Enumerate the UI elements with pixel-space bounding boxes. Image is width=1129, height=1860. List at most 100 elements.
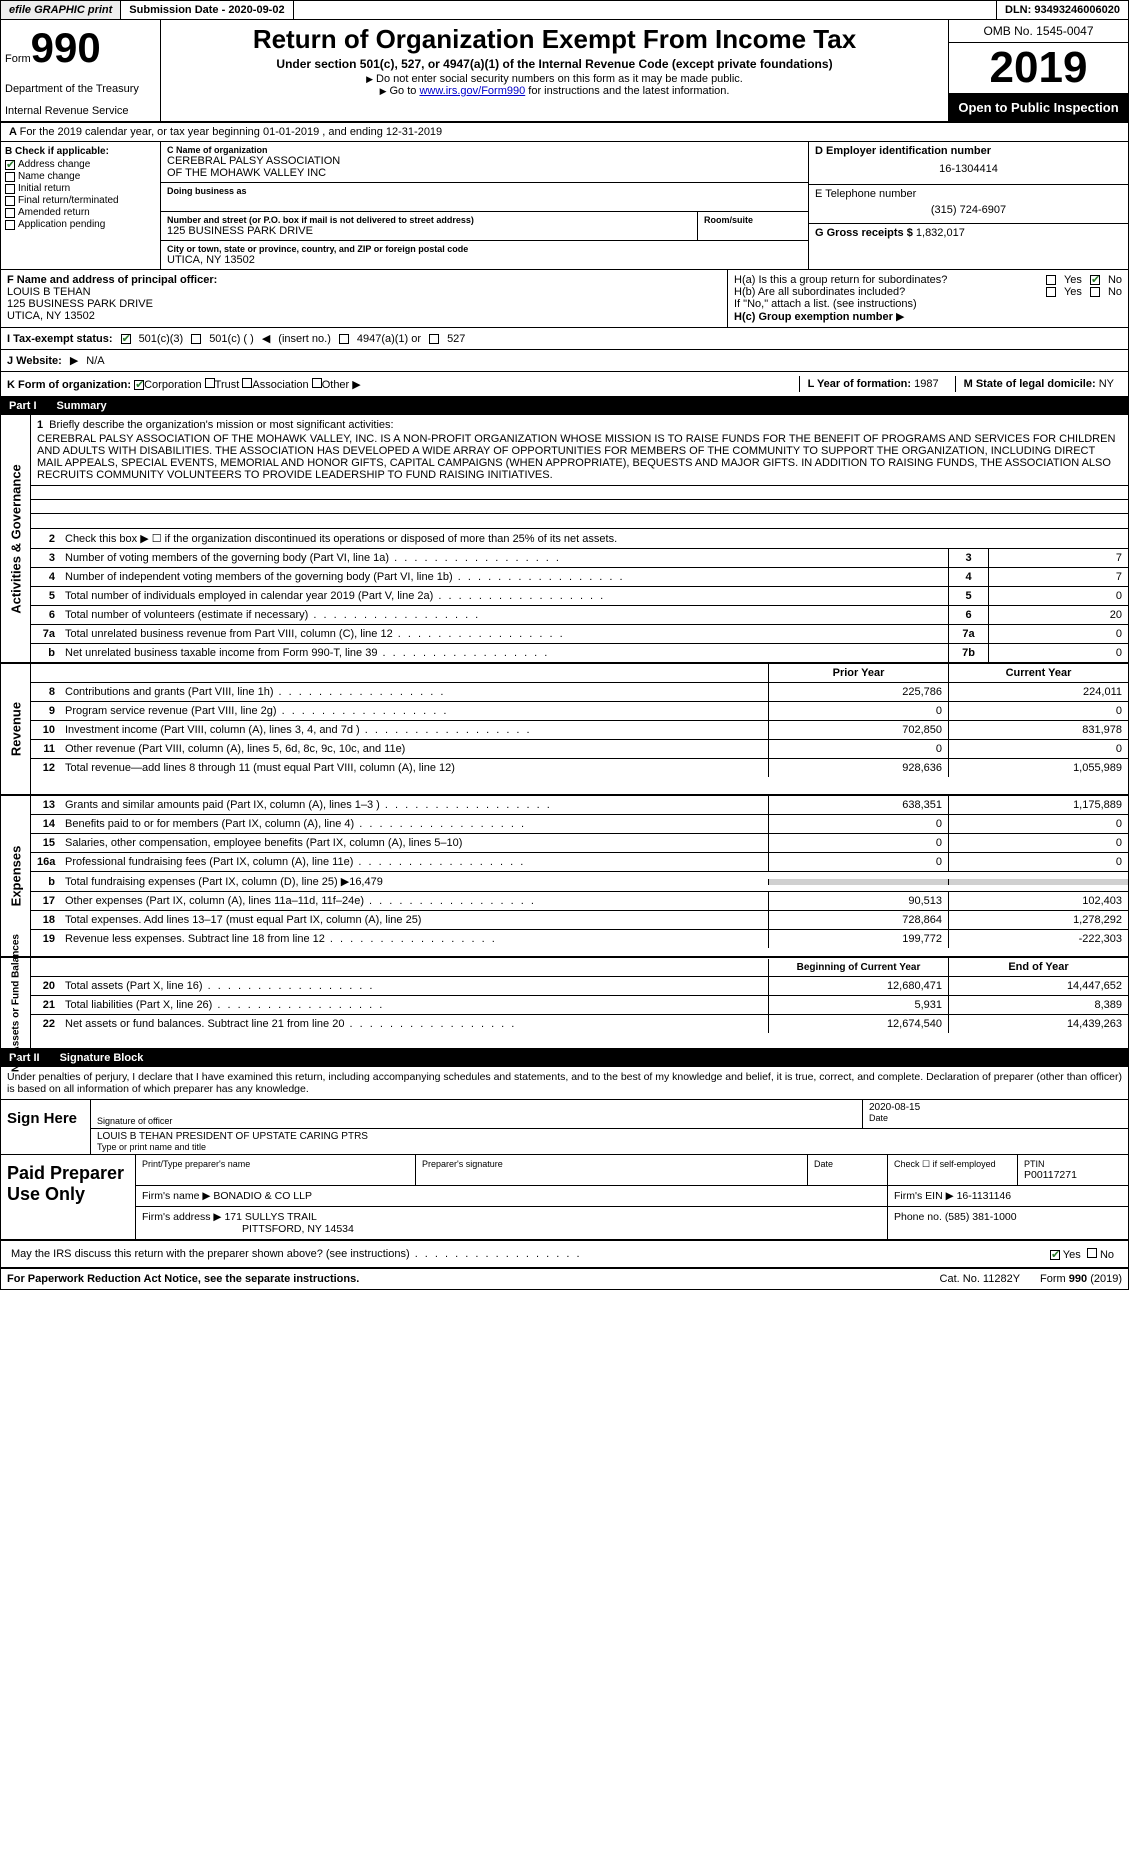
- room-label: Room/suite: [704, 215, 802, 225]
- form-title: Return of Organization Exempt From Incom…: [169, 24, 940, 55]
- form-label: Form990: [5, 24, 156, 72]
- ha-no[interactable]: [1090, 275, 1100, 285]
- section-j: J Website: ▶ N/A: [1, 350, 1128, 372]
- dba-label: Doing business as: [167, 186, 802, 196]
- net-assets-section: Net Assets or Fund Balances Beginning of…: [1, 956, 1128, 1049]
- line-3: 3Number of voting members of the governi…: [31, 548, 1128, 567]
- line-7b: bNet unrelated business taxable income f…: [31, 643, 1128, 662]
- city-state-zip: UTICA, NY 13502: [167, 254, 802, 266]
- instructions-link-row: Go to www.irs.gov/Form990 for instructio…: [169, 85, 940, 97]
- hb-no[interactable]: [1090, 287, 1100, 297]
- activities-governance: Activities & Governance 1Briefly describ…: [1, 415, 1128, 664]
- instructions-link[interactable]: www.irs.gov/Form990: [419, 85, 525, 97]
- gross-receipts: 1,832,017: [916, 227, 965, 239]
- header: Form990 Department of the Treasury Inter…: [1, 20, 1128, 123]
- j-label: J Website:: [7, 355, 62, 367]
- line-16b: bTotal fundraising expenses (Part IX, co…: [31, 871, 1128, 891]
- ha-label: H(a) Is this a group return for subordin…: [734, 274, 947, 286]
- state-domicile: NY: [1099, 378, 1114, 390]
- hb-yes[interactable]: [1046, 287, 1056, 297]
- sections-b-to-g: B Check if applicable: Address change Na…: [1, 142, 1128, 270]
- paid-preparer-label: Paid Preparer Use Only: [1, 1155, 136, 1239]
- pt-date-label: Date: [814, 1159, 881, 1169]
- dept-treasury: Department of the Treasury: [5, 83, 156, 95]
- chk-initial-return[interactable]: [5, 184, 15, 194]
- row-a-tax-year: A For the 2019 calendar year, or tax yea…: [1, 123, 1128, 142]
- website: N/A: [86, 355, 104, 367]
- irs-label: Internal Revenue Service: [5, 105, 156, 117]
- org-name-1: CEREBRAL PALSY ASSOCIATION: [167, 155, 802, 167]
- line-9: 9Program service revenue (Part VIII, lin…: [31, 701, 1128, 720]
- efile-print-button[interactable]: efile GRAPHIC print: [1, 1, 121, 19]
- line-17: 17Other expenses (Part IX, column (A), l…: [31, 891, 1128, 910]
- chk-amended-return[interactable]: [5, 208, 15, 218]
- sign-here-row: Sign Here Signature of officer 2020-08-1…: [1, 1100, 1128, 1155]
- street-address: 125 BUSINESS PARK DRIVE: [167, 225, 691, 237]
- ptin-label: PTIN: [1024, 1159, 1122, 1169]
- self-employed-check: Check ☐ if self-employed: [888, 1155, 1018, 1185]
- chk-4947[interactable]: [339, 334, 349, 344]
- chk-527[interactable]: [429, 334, 439, 344]
- blank-line: [31, 500, 1128, 514]
- ha-yes[interactable]: [1046, 275, 1056, 285]
- e-label: E Telephone number: [815, 188, 1122, 200]
- b-label: B Check if applicable:: [5, 146, 156, 157]
- hb-label: H(b) Are all subordinates included?: [734, 286, 905, 298]
- officer-addr1: 125 BUSINESS PARK DRIVE: [7, 298, 721, 310]
- firm-addr1: 171 SULLYS TRAIL: [224, 1211, 316, 1223]
- l-label: L Year of formation:: [808, 378, 912, 390]
- m-label: M State of legal domicile:: [964, 378, 1096, 390]
- officer-name-title: LOUIS B TEHAN PRESIDENT OF UPSTATE CARIN…: [97, 1131, 1122, 1142]
- submission-date: Submission Date - 2020-09-02: [121, 1, 293, 19]
- line-1-mission: 1Briefly describe the organization's mis…: [31, 415, 1128, 486]
- discuss-row: May the IRS discuss this return with the…: [1, 1241, 1128, 1269]
- firm-ein-label: Firm's EIN ▶: [894, 1190, 954, 1202]
- chk-501c3[interactable]: [121, 334, 131, 344]
- line-5: 5Total number of individuals employed in…: [31, 586, 1128, 605]
- ptin: P00117271: [1024, 1169, 1122, 1181]
- chk-app-pending[interactable]: [5, 220, 15, 230]
- city-label: City or town, state or province, country…: [167, 244, 802, 254]
- line-4: 4Number of independent voting members of…: [31, 567, 1128, 586]
- sections-f-h: F Name and address of principal officer:…: [1, 270, 1128, 328]
- d-label: D Employer identification number: [815, 145, 1122, 157]
- telephone: (315) 724-6907: [815, 200, 1122, 220]
- chk-name-change[interactable]: [5, 172, 15, 182]
- chk-final-return[interactable]: [5, 196, 15, 206]
- discuss-no[interactable]: [1087, 1248, 1097, 1258]
- cat-number: Cat. No. 11282Y: [920, 1273, 1041, 1285]
- hc-label: H(c) Group exemption number: [734, 311, 893, 323]
- revenue-header: Prior YearCurrent Year: [31, 664, 1128, 682]
- line-2: 2Check this box ▶ ☐ if the organization …: [31, 528, 1128, 548]
- firm-addr-label: Firm's address ▶: [142, 1211, 222, 1223]
- org-name-2: OF THE MOHAWK VALLEY INC: [167, 167, 802, 179]
- sig-date: 2020-08-15: [869, 1102, 1122, 1113]
- year-formation: 1987: [914, 378, 938, 390]
- chk-address-change[interactable]: [5, 160, 15, 170]
- firm-phone: (585) 381-1000: [945, 1211, 1017, 1223]
- firm-addr2: PITTSFORD, NY 14534: [142, 1223, 354, 1235]
- line-15: 15Salaries, other compensation, employee…: [31, 833, 1128, 852]
- firm-ein: 16-1131146: [957, 1190, 1012, 1202]
- line-14: 14Benefits paid to or for members (Part …: [31, 814, 1128, 833]
- section-f: F Name and address of principal officer:…: [1, 270, 728, 327]
- chk-association[interactable]: [242, 378, 252, 388]
- hb-note: If "No," attach a list. (see instruction…: [734, 298, 1122, 310]
- officer-name: LOUIS B TEHAN: [7, 286, 721, 298]
- discuss-yes[interactable]: [1050, 1250, 1060, 1260]
- blank-line: [31, 514, 1128, 528]
- firm-name-label: Firm's name ▶: [142, 1190, 210, 1202]
- tax-year: 2019: [949, 43, 1128, 94]
- footer: For Paperwork Reduction Act Notice, see …: [1, 1269, 1128, 1289]
- chk-501c[interactable]: [191, 334, 201, 344]
- chk-corporation[interactable]: [134, 380, 144, 390]
- chk-trust[interactable]: [205, 378, 215, 388]
- perjury-statement: Under penalties of perjury, I declare th…: [1, 1067, 1128, 1100]
- sidebar-expenses: Expenses: [8, 846, 23, 907]
- chk-other[interactable]: [312, 378, 322, 388]
- section-k-l-m: K Form of organization: Corporation Trus…: [1, 372, 1128, 397]
- section-c: C Name of organization CEREBRAL PALSY AS…: [161, 142, 808, 269]
- line-19: 19Revenue less expenses. Subtract line 1…: [31, 929, 1128, 948]
- ssn-warning: Do not enter social security numbers on …: [169, 73, 940, 85]
- sidebar-ag: Activities & Governance: [8, 464, 23, 614]
